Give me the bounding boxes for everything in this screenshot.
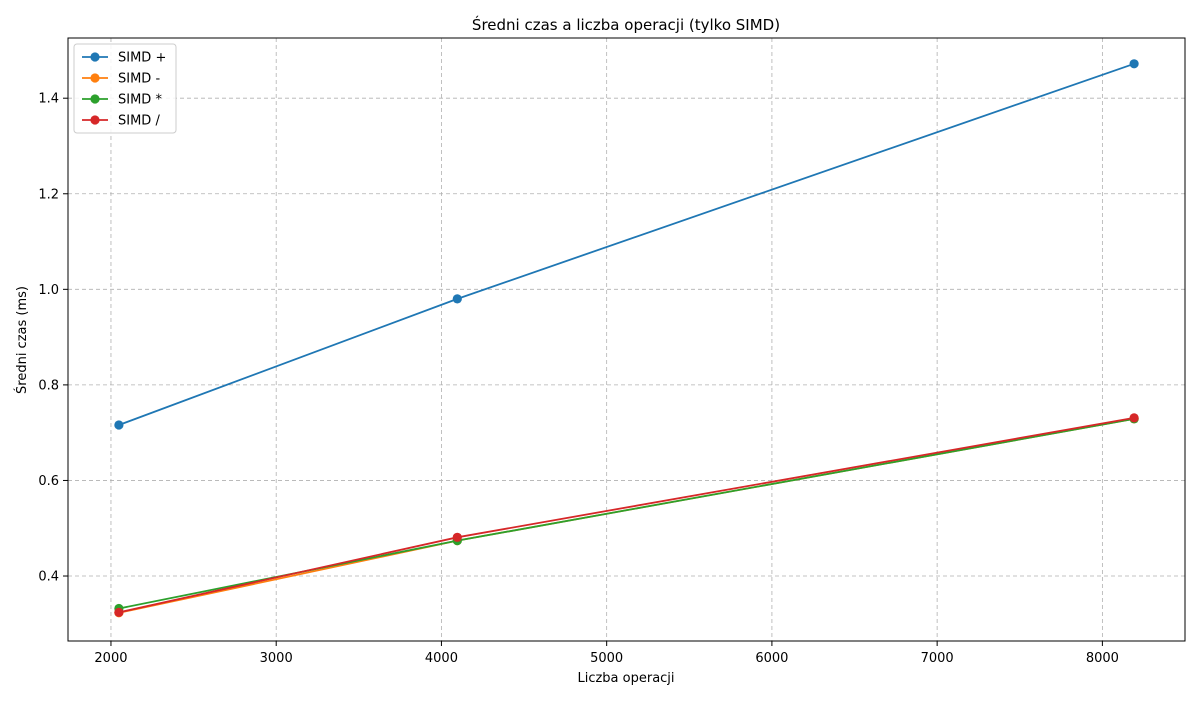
y-tick-label: 0.4 [38,570,59,585]
legend-label: SIMD * [118,93,162,108]
grid [68,38,1185,641]
legend-box [73,43,177,134]
x-tick-label: 5000 [590,651,623,666]
legend: SIMD + SIMD - SIMD * SIMD / [73,43,177,134]
data-point [452,532,462,542]
data-point [1129,59,1139,69]
legend-label: SIMD - [118,72,160,87]
legend-swatch-marker [90,52,100,62]
legend-item: SIMD * [82,93,162,108]
legend-item: SIMD + [82,51,166,66]
x-tick-label: 8000 [1086,651,1119,666]
y-tick-label: 1.0 [38,283,59,298]
x-tick-label: 7000 [921,651,954,666]
y-tick-label: 0.6 [38,474,59,489]
y-tick-label: 1.2 [38,187,59,202]
x-tick-label: 6000 [755,651,788,666]
data-point [114,420,124,430]
x-tick-label: 3000 [260,651,293,666]
x-tick-label: 2000 [94,651,127,666]
legend-item: SIMD / [82,114,160,129]
series-1 [114,59,1139,430]
legend-label: SIMD + [118,51,166,66]
y-tick-label: 0.8 [38,378,59,393]
legend-swatch-marker [90,115,100,125]
series-4 [114,413,1139,617]
legend-swatch-marker [90,94,100,104]
series-line [118,62,1135,426]
y-axis-label: Średni czas (ms) [14,286,30,394]
ticks: 2000 3000 4000 5000 6000 7000 8000 0.4 0.6 0.8 1.0… [38,92,1119,666]
data-point [1129,413,1139,423]
plot-frame [67,37,1186,642]
series-line [118,417,1135,614]
legend-item: SIMD - [82,72,160,87]
data-point [114,607,124,617]
data-point [452,294,462,304]
x-axis-label: Liczba operacji [577,671,674,686]
chart-title: Średni czas a liczba operacji (tylko SIM… [472,15,780,34]
series-group [114,59,1139,618]
legend-swatch-marker [90,73,100,83]
x-tick-label: 4000 [425,651,458,666]
y-tick-label: 1.4 [38,92,59,107]
legend-label: SIMD / [118,114,160,129]
